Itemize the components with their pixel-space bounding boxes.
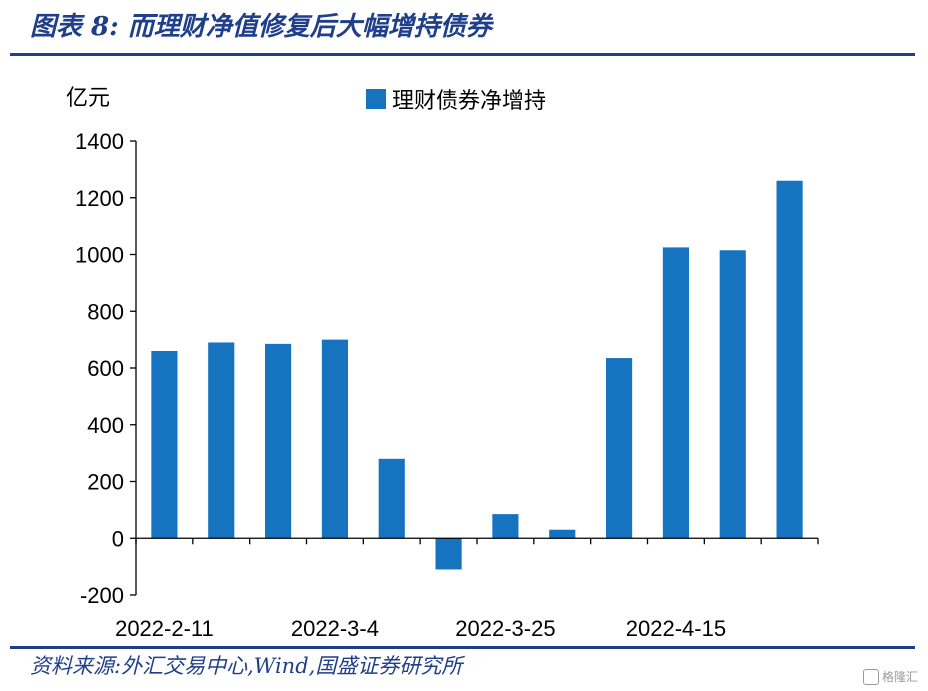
- bar: [435, 538, 462, 570]
- bar: [265, 343, 292, 539]
- y-tick-label: 800: [87, 299, 124, 324]
- x-tick-label: 2022-2-11: [115, 616, 214, 641]
- y-tick-label: 0: [112, 526, 124, 551]
- x-tick-label: 2022-3-4: [291, 616, 379, 641]
- y-tick-label: 600: [87, 356, 124, 381]
- legend-swatch: [366, 89, 386, 109]
- bar: [208, 342, 235, 539]
- figure-title: 图表 8: 而理财净值修复后大幅增持债券: [30, 12, 492, 42]
- bar: [776, 180, 803, 539]
- y-axis-unit-label: 亿元: [66, 85, 111, 110]
- footer-rule: [10, 646, 915, 649]
- watermark-text: 格隆汇: [881, 670, 918, 684]
- bar: [719, 250, 746, 539]
- title-rule: [10, 53, 915, 56]
- y-tick-label: 1200: [75, 186, 124, 211]
- watermark-logo-icon: [862, 668, 879, 685]
- x-tick-label: 2022-4-15: [626, 616, 726, 641]
- bar: [151, 350, 178, 539]
- bar: [378, 458, 405, 539]
- y-tick-label: 1400: [75, 129, 124, 154]
- chart-legend: 理财债券净增持: [366, 83, 546, 115]
- y-tick-label: 200: [87, 470, 124, 495]
- bar: [662, 247, 689, 539]
- bar: [549, 529, 576, 539]
- y-tick-label: 1000: [75, 243, 124, 268]
- source-note: 资料来源:外汇交易中心,Wind,国盛证券研究所: [30, 654, 463, 678]
- watermark: 格隆汇: [862, 668, 918, 685]
- legend-label: 理财债券净增持: [392, 88, 547, 113]
- x-tick-label: 2022-3-25: [455, 616, 555, 641]
- bar: [321, 339, 348, 539]
- bar: [492, 514, 519, 539]
- y-tick-label: -200: [80, 583, 124, 608]
- y-tick-label: 400: [87, 413, 124, 438]
- bar: [606, 358, 633, 539]
